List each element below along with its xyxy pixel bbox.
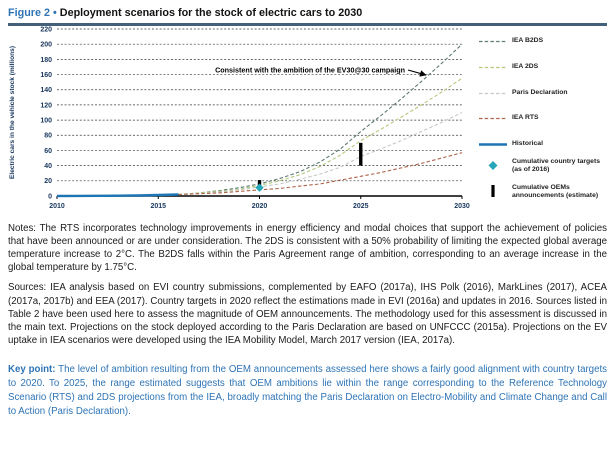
series-line-iea-rts [178, 151, 463, 195]
figure-number: Figure 2 [8, 7, 50, 19]
annotation-text: Consistent with the ambition of the EV30… [215, 65, 405, 74]
legend-label: IEA B2DS [512, 37, 544, 45]
legend-label: announcements (estimate) [512, 192, 599, 200]
y-axis-title: Electric cars in the vehicle stock (mill… [9, 45, 16, 178]
legend-dashed-line-icon [479, 92, 507, 94]
x-tick-label-2020: 2020 [252, 203, 268, 210]
notes-paragraph: Notes: The RTS incorporates technology i… [8, 222, 607, 274]
x-tick-label-2025: 2025 [353, 203, 369, 210]
annotation-arrow [407, 68, 427, 77]
legend-label: Historical [512, 140, 543, 148]
legend-dashed-line-icon [479, 66, 507, 68]
y-tick-label-0: 0 [48, 193, 52, 200]
legend-label: Cumulative OEMs [512, 183, 570, 191]
deployment-scenarios-chart: 0 20 40 60 80 100 120 140 160 180 200 220 2010 2015 20… [9, 26, 470, 210]
legend-item-paris-declaration: Paris Declaration [478, 85, 568, 103]
chart-legend: IEA B2DS IEA 2DS Paris Declaration IEA RTS H… [478, 26, 613, 219]
legend-item-cumulative-country-targets: Cumulative country targets (as of 2016) [478, 158, 600, 176]
y-tick-label-180: 180 [40, 56, 52, 63]
legend-label: Paris Declaration [512, 89, 568, 97]
series-line-iea-b2ds [178, 43, 463, 195]
legend-item-cumulative-oems: Cumulative OEMs announcements (estimate) [478, 184, 598, 203]
legend-label: (as of 2016) [512, 166, 550, 174]
y-tick-label-100: 100 [40, 117, 52, 124]
y-tick-label-20: 20 [44, 178, 52, 185]
y-tick-label-160: 160 [40, 71, 52, 78]
legend-solid-line-icon [479, 142, 507, 146]
y-tick-label-120: 120 [40, 102, 52, 109]
x-tick-label-2030: 2030 [454, 203, 470, 210]
chart-region: 0 20 40 60 80 100 120 140 160 180 200 220 2010 2015 20… [0, 26, 615, 219]
figure-bullet-separator: • [53, 7, 57, 19]
key-point-label: Key point: [8, 364, 56, 376]
country-target-diamond-2020 [255, 182, 264, 192]
sources-paragraph: Sources: IEA analysis based on EVI count… [8, 282, 607, 347]
legend-bar-icon [491, 184, 495, 197]
legend-item-iea-2ds: IEA 2DS [478, 59, 538, 77]
legend-label: IEA 2DS [512, 63, 539, 71]
figure-title: Deployment scenarios for the stock of el… [59, 7, 363, 19]
title-divider-rule [8, 23, 607, 26]
legend-label: IEA RTS [512, 114, 539, 122]
y-tick-label-140: 140 [40, 87, 52, 94]
y-tick-label-200: 200 [40, 41, 52, 48]
y-tick-label-80: 80 [44, 132, 52, 139]
key-point-body: The level of ambition resulting from the… [8, 364, 607, 418]
figure-title-row: Figure 2 • Deployment scenarios for the st… [0, 0, 615, 20]
legend-item-iea-b2ds: IEA B2DS [478, 33, 543, 51]
legend-label: Cumulative country targets [512, 157, 601, 165]
series-line-historical [56, 192, 179, 197]
y-tick-label-60: 60 [44, 147, 52, 154]
x-tick-label-2015: 2015 [150, 203, 166, 210]
legend-dashed-line-icon [479, 117, 507, 119]
y-tick-label-40: 40 [44, 163, 52, 170]
series-line-paris-declaration [178, 111, 463, 195]
legend-dashed-line-icon [479, 40, 507, 42]
legend-diamond-icon [488, 160, 498, 170]
series-line-iea-2ds [178, 77, 463, 195]
key-point-paragraph: Key point: The level of ambition resulti… [8, 363, 607, 419]
x-tick-label-2010: 2010 [49, 203, 65, 210]
legend-item-iea-rts: IEA RTS [478, 110, 539, 128]
y-tick-label-220: 220 [40, 26, 52, 33]
legend-item-historical: Historical [478, 136, 543, 154]
